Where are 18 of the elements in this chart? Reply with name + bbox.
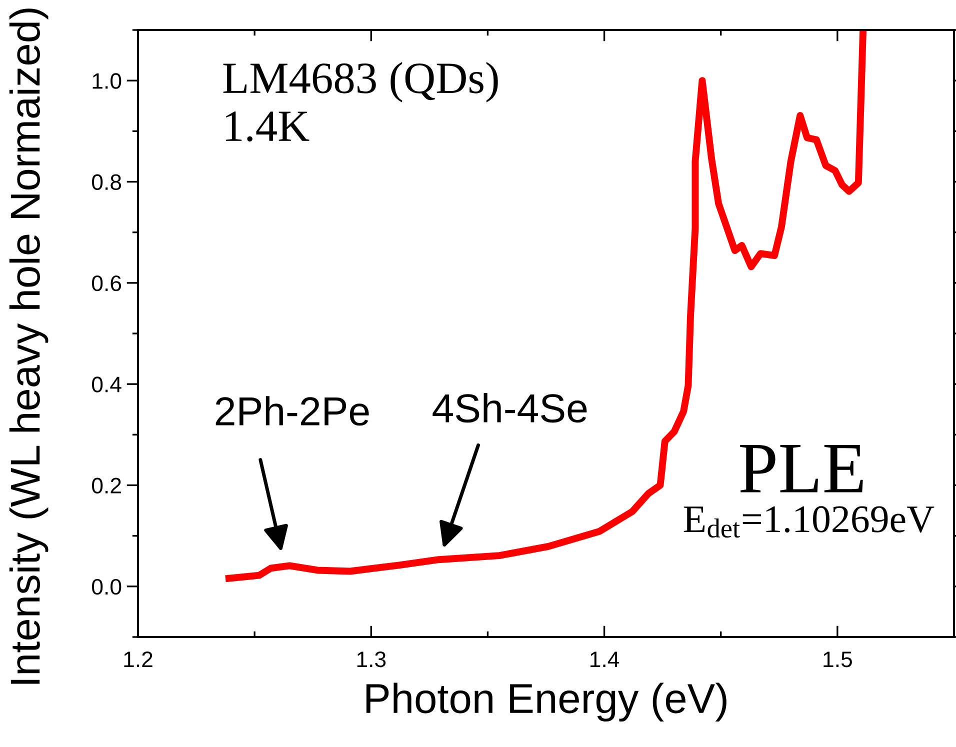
annotation: PLE xyxy=(740,445,863,492)
y-tick-label: 1.0 xyxy=(92,73,122,89)
y-axis-title: Intensity (WL heavy hole Normaized) xyxy=(9,8,48,684)
x-tick-label: 1.4 xyxy=(590,652,620,667)
annotation: 1.4K xyxy=(226,112,310,142)
y-tick-label: 0.2 xyxy=(92,478,121,494)
annotation: LM4683 (QDs) xyxy=(223,62,498,102)
x-axis-title: Photon Energy (eV) xyxy=(366,682,726,722)
y-tick-label: 0.6 xyxy=(92,275,122,292)
y-tick-label: 0.8 xyxy=(92,174,122,190)
annotation: 2Ph-2Pe xyxy=(216,396,369,426)
y-tick-label: 0.4 xyxy=(92,376,122,392)
x-tick-label: 1.5 xyxy=(824,652,852,668)
x-tick-label: 1.2 xyxy=(124,651,152,667)
annotation: 4Sh-4Se xyxy=(432,393,587,423)
annotation: E$_{det}$=1.10269eV xyxy=(684,506,934,538)
y-tick-label: 0.0 xyxy=(92,578,122,595)
x-tick-label: 1.3 xyxy=(357,651,386,668)
